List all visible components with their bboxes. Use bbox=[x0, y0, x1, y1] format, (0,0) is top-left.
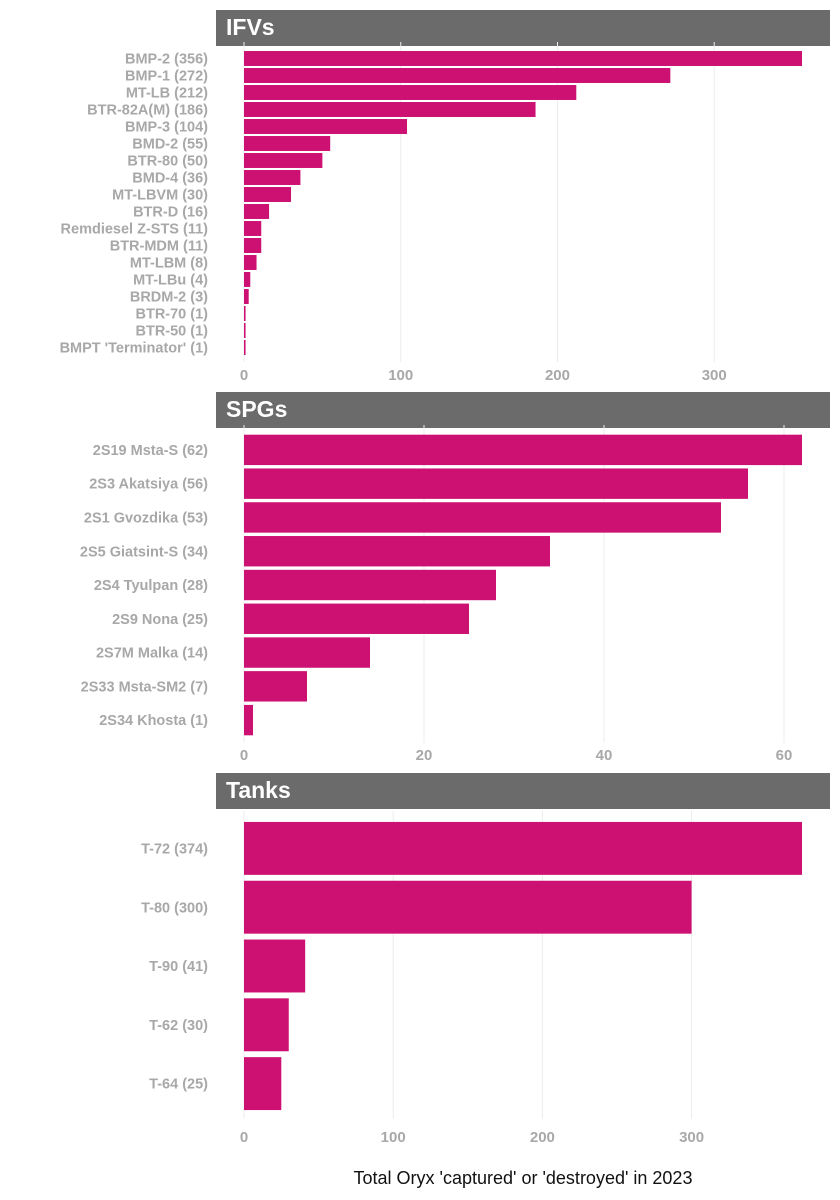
category-label: 2S19 Msta-S (62) bbox=[93, 443, 208, 459]
facet-title-tanks: Tanks bbox=[226, 777, 291, 803]
bar bbox=[244, 939, 306, 993]
category-label: BTR-MDM (11) bbox=[110, 239, 208, 255]
bar bbox=[244, 502, 721, 533]
bar bbox=[244, 340, 246, 355]
category-label: MT-LB (212) bbox=[126, 86, 208, 102]
category-label: T-64 (25) bbox=[149, 1077, 208, 1093]
category-label: T-62 (30) bbox=[149, 1018, 208, 1034]
category-label: 2S34 Khosta (1) bbox=[99, 713, 208, 729]
x-tick-label: 300 bbox=[702, 367, 727, 384]
category-label: BMPT 'Terminator' (1) bbox=[60, 341, 209, 357]
category-label: 2S1 Gvozdika (53) bbox=[84, 511, 208, 527]
bar bbox=[244, 204, 270, 219]
bar bbox=[244, 306, 246, 321]
category-label: 2S7M Malka (14) bbox=[96, 646, 208, 662]
category-label: BTR-D (16) bbox=[133, 205, 208, 221]
bar bbox=[244, 102, 536, 117]
category-label: BTR-50 (1) bbox=[135, 324, 208, 340]
facet-title-ifvs: IFVs bbox=[226, 14, 275, 40]
panel-ifvs: IFVs BMP-2 (356) BMP-1 (272) MT-LB (212) BT… bbox=[0, 0, 840, 390]
bar bbox=[244, 536, 550, 567]
facet-strip-tanks: Tanks bbox=[216, 773, 830, 809]
chart-tanks: T-72 (374) T-80 (300) T-90 (41) T-62 (30) T-… bbox=[141, 811, 802, 1146]
facet-title-spgs: SPGs bbox=[226, 396, 288, 422]
chart-spgs: 2S19 Msta-S (62) 2S3 Akatsiya (56) 2S1 Gvo… bbox=[80, 425, 802, 764]
category-label: MT-LBu (4) bbox=[133, 273, 208, 289]
x-axis-title: Total Oryx 'captured' or 'destroyed' in … bbox=[353, 1168, 693, 1188]
category-label: BMD-4 (36) bbox=[132, 171, 208, 187]
x-tick-label: 40 bbox=[596, 747, 613, 764]
bar bbox=[244, 569, 496, 601]
category-label: BTR-70 (1) bbox=[135, 307, 208, 323]
bar bbox=[244, 821, 802, 875]
category-label: 2S4 Tyulpan (28) bbox=[94, 578, 208, 594]
x-tick-label: 100 bbox=[381, 1129, 406, 1146]
bar bbox=[244, 998, 289, 1052]
bar bbox=[244, 255, 257, 270]
bar bbox=[244, 880, 692, 934]
bar bbox=[244, 153, 323, 168]
x-tick-label: 200 bbox=[530, 1129, 555, 1146]
facet-strip-ifvs: IFVs bbox=[216, 10, 830, 46]
x-tick-label: 0 bbox=[240, 367, 248, 384]
category-label: T-72 (374) bbox=[141, 841, 208, 857]
category-label: T-80 (300) bbox=[141, 900, 208, 916]
bar bbox=[244, 136, 331, 151]
category-label: 2S3 Akatsiya (56) bbox=[89, 477, 208, 493]
bar bbox=[244, 434, 802, 466]
category-label: Remdiesel Z-STS (11) bbox=[61, 222, 209, 238]
category-label: MT-LBVM (30) bbox=[112, 188, 208, 204]
bar bbox=[244, 637, 370, 668]
bar bbox=[244, 238, 262, 253]
bar bbox=[244, 119, 408, 134]
category-label: BMD-2 (55) bbox=[132, 137, 208, 153]
x-tick-label: 100 bbox=[388, 367, 413, 384]
panel-tanks: Tanks T-72 (374) T-80 (300) T-90 (41) T-62 … bbox=[141, 773, 830, 1146]
x-tick-label: 60 bbox=[776, 747, 793, 764]
category-label: 2S33 Msta-SM2 (7) bbox=[81, 679, 208, 695]
category-label: T-90 (41) bbox=[149, 959, 208, 975]
bar bbox=[244, 1057, 282, 1111]
bar bbox=[244, 51, 802, 66]
category-label: BMP-2 (356) bbox=[125, 52, 208, 68]
bar bbox=[244, 272, 251, 287]
bar bbox=[244, 187, 292, 202]
x-tick-label: 300 bbox=[679, 1129, 704, 1146]
bar bbox=[244, 468, 748, 499]
bar bbox=[244, 323, 246, 338]
chart-ifvs: BMP-2 (356)BMP-1 (272)MT-LB (212)BTR-82A… bbox=[60, 42, 802, 384]
bar bbox=[244, 170, 301, 185]
bar bbox=[244, 221, 262, 236]
category-label: BRDM-2 (3) bbox=[130, 290, 208, 306]
bar bbox=[244, 704, 253, 736]
bar bbox=[244, 68, 671, 83]
x-tick-label: 0 bbox=[240, 1129, 248, 1146]
x-tick-label: 200 bbox=[545, 367, 570, 384]
category-label: BTR-80 (50) bbox=[127, 154, 208, 170]
category-label: BMP-1 (272) bbox=[125, 69, 208, 85]
bar bbox=[244, 671, 307, 702]
facet-strip-spgs: SPGs bbox=[216, 392, 830, 428]
category-label: BTR-82A(M) (186) bbox=[87, 103, 208, 119]
category-label: BMP-3 (104) bbox=[125, 120, 208, 136]
x-tick-label: 20 bbox=[416, 747, 433, 764]
bar bbox=[244, 289, 249, 304]
category-label: 2S9 Nona (25) bbox=[112, 612, 208, 628]
category-label: 2S5 Giatsint-S (34) bbox=[80, 544, 208, 560]
bar bbox=[244, 85, 577, 100]
x-tick-label: 0 bbox=[240, 747, 248, 764]
panel-spgs: SPGs 2S19 Msta-S (62) 2S3 Akatsiya (56) 2S… bbox=[80, 392, 830, 764]
bar bbox=[244, 603, 469, 634]
category-label: MT-LBM (8) bbox=[130, 256, 208, 272]
